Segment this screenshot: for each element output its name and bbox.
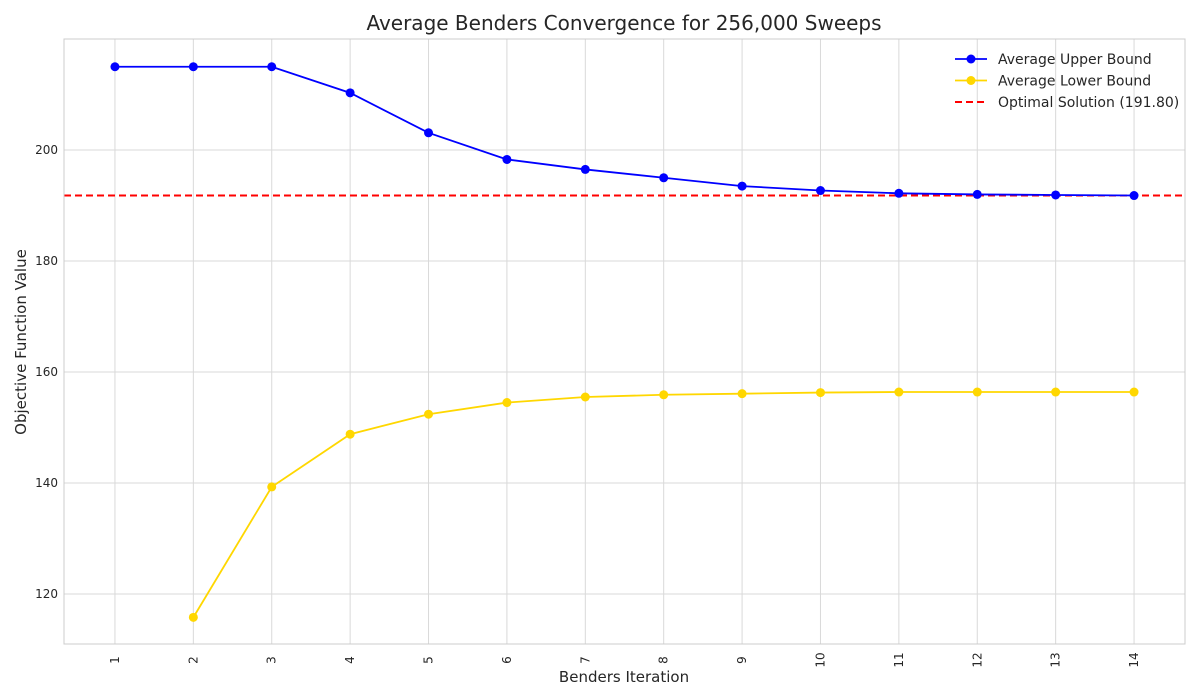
x-tick-label: 13 bbox=[1049, 652, 1063, 667]
legend-optimal-solution: Optimal Solution (191.80) bbox=[955, 95, 1179, 111]
data-point bbox=[972, 189, 982, 199]
data-point bbox=[267, 482, 277, 492]
x-tick-label: 10 bbox=[813, 652, 827, 667]
data-point bbox=[110, 62, 120, 72]
y-tick-label: 200 bbox=[35, 143, 58, 157]
legend: Average Upper Bound Average Lower Bound Op… bbox=[955, 52, 1179, 111]
x-tick-label: 3 bbox=[265, 656, 279, 664]
legend-lower-bound: Average Lower Bound bbox=[955, 74, 1151, 90]
plot-frame bbox=[63, 38, 1186, 645]
data-point bbox=[972, 387, 982, 397]
x-tick-label: 12 bbox=[970, 652, 984, 667]
data-point bbox=[345, 429, 355, 439]
x-tick-label: 6 bbox=[500, 656, 514, 664]
chart-title: Average Benders Convergence for 256,000 … bbox=[366, 11, 881, 35]
x-tick-labels: 1 2 3 4 5 6 7 8 9 10 11 12 13 14 bbox=[108, 652, 1141, 667]
legend-label: Average Upper Bound bbox=[998, 52, 1152, 68]
data-point bbox=[502, 154, 512, 164]
data-point bbox=[580, 392, 590, 402]
legend-label: Average Lower Bound bbox=[998, 74, 1151, 90]
data-point bbox=[1129, 387, 1139, 397]
x-tick-label: 9 bbox=[735, 656, 749, 664]
series-upper-bound bbox=[110, 62, 1139, 201]
data-point bbox=[502, 398, 512, 408]
data-point bbox=[737, 181, 747, 191]
x-axis-label: Benders Iteration bbox=[559, 668, 689, 686]
data-point bbox=[659, 390, 669, 400]
data-point bbox=[894, 387, 904, 397]
data-point bbox=[894, 188, 904, 198]
data-point bbox=[1051, 190, 1061, 200]
x-tick-label: 1 bbox=[108, 656, 122, 664]
x-tick-label: 2 bbox=[186, 656, 200, 664]
y-tick-label: 140 bbox=[35, 476, 58, 490]
x-tick-label: 8 bbox=[657, 656, 671, 664]
series-layer bbox=[110, 62, 1139, 622]
legend-swatch-marker bbox=[966, 76, 976, 85]
legend-upper-bound: Average Upper Bound bbox=[955, 52, 1152, 68]
data-point bbox=[424, 409, 434, 419]
data-point bbox=[737, 389, 747, 399]
data-point bbox=[1129, 191, 1139, 201]
data-point bbox=[1051, 387, 1061, 397]
grid-lines bbox=[64, 39, 1185, 644]
legend-label: Optimal Solution (191.80) bbox=[998, 95, 1179, 111]
series-line bbox=[114, 65, 1135, 197]
data-point bbox=[188, 612, 198, 622]
x-tick-label: 14 bbox=[1127, 652, 1141, 667]
y-tick-label: 120 bbox=[35, 587, 58, 601]
x-tick-label: 7 bbox=[578, 656, 592, 664]
y-tick-label: 180 bbox=[35, 254, 58, 268]
data-point bbox=[424, 128, 434, 138]
x-tick-label: 5 bbox=[422, 656, 436, 664]
data-point bbox=[815, 186, 825, 196]
data-point bbox=[188, 62, 198, 72]
x-tick-label: 4 bbox=[343, 656, 357, 664]
y-axis-label: Objective Function Value bbox=[12, 249, 30, 435]
series-lower-bound bbox=[188, 387, 1139, 622]
legend-swatch-marker bbox=[966, 54, 976, 64]
data-point bbox=[267, 62, 277, 72]
y-tick-labels: 120 140 160 180 200 bbox=[35, 143, 58, 601]
x-tick-label: 11 bbox=[892, 652, 906, 667]
y-tick-label: 160 bbox=[35, 365, 58, 379]
data-point bbox=[345, 88, 355, 98]
data-point bbox=[815, 388, 825, 398]
data-point bbox=[659, 173, 669, 183]
data-point bbox=[580, 164, 590, 174]
